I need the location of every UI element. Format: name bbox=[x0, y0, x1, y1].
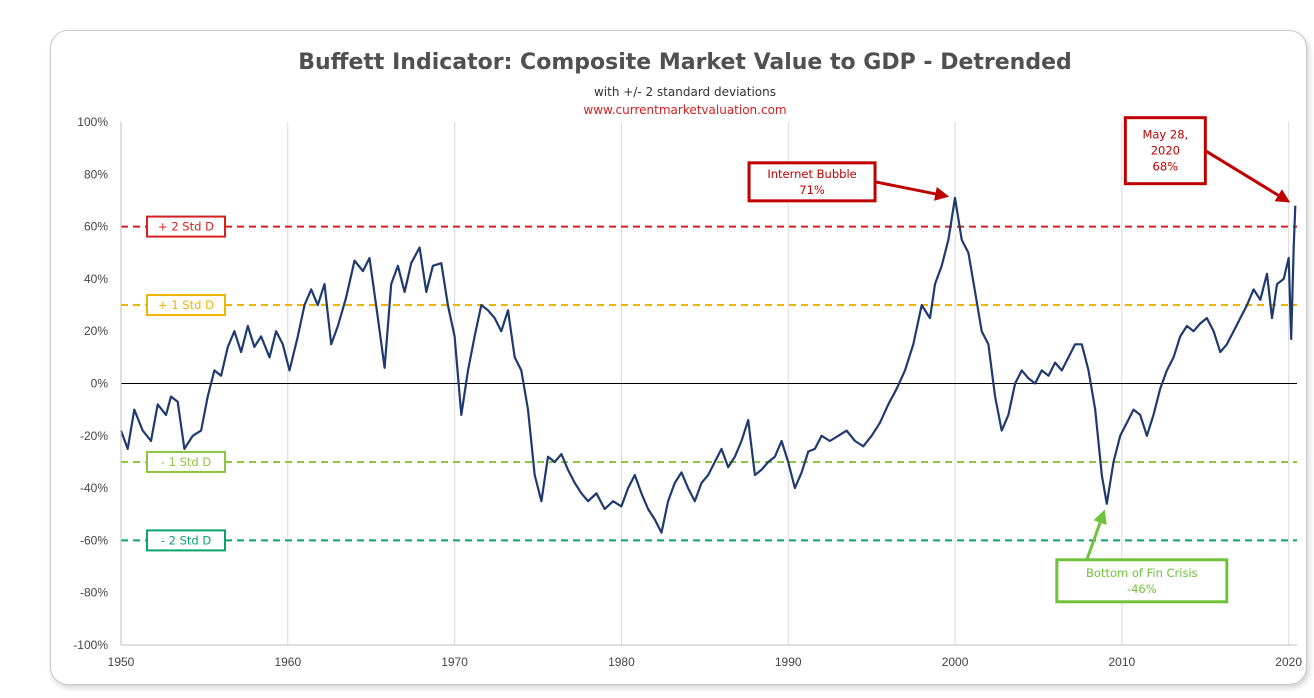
y-tick-label: 0% bbox=[91, 377, 109, 391]
chart-subtitle: with +/- 2 standard deviations bbox=[594, 85, 776, 99]
axes: 1950 1960 1970 1980 1990 2000 2010 2020 100% 80% 6… bbox=[73, 115, 1302, 669]
annotation-arrowhead bbox=[1093, 509, 1107, 525]
chart-svg: Buffett Indicator: Composite Market Valu… bbox=[73, 50, 1302, 669]
annotation: Internet Bubble 71% bbox=[747, 161, 950, 203]
chart-frame: Buffett Indicator: Composite Market Valu… bbox=[50, 30, 1307, 685]
x-tick-label: 1970 bbox=[441, 655, 468, 669]
std-dev-label: - 1 Std D bbox=[161, 455, 212, 469]
annotation-text: Bottom of Fin Crisis bbox=[1086, 566, 1198, 580]
annotation: Bottom of Fin Crisis -46% bbox=[1055, 509, 1229, 604]
std-dev-label-box bbox=[146, 529, 226, 552]
annotation-arrowhead bbox=[1274, 189, 1291, 203]
series-group bbox=[119, 196, 1297, 534]
chart-title: Buffett Indicator: Composite Market Valu… bbox=[298, 50, 1072, 75]
y-tick-label: -60% bbox=[80, 533, 108, 547]
std-dev-label: + 1 Std D bbox=[158, 298, 214, 312]
y-tick-label: 20% bbox=[84, 324, 108, 338]
x-tick-label: 1980 bbox=[608, 655, 635, 669]
annotation-text: 2020 bbox=[1151, 144, 1180, 158]
annotation-arrow bbox=[1204, 149, 1285, 200]
y-tick-label: 100% bbox=[77, 115, 108, 129]
annotation-text: May 28, bbox=[1142, 128, 1188, 142]
reference-lines: + 2 Std D + 1 Std D - 1 Std D - 2 Std D bbox=[121, 215, 1297, 552]
annotation-arrow bbox=[1085, 516, 1104, 561]
x-tick-label: 1990 bbox=[775, 655, 802, 669]
x-tick-label: 2000 bbox=[942, 655, 969, 669]
annotation-arrow bbox=[874, 180, 942, 197]
y-tick-label: 60% bbox=[84, 220, 108, 234]
y-tick-label: -100% bbox=[73, 638, 108, 652]
x-tick-label: 1950 bbox=[108, 655, 135, 669]
series-line bbox=[119, 196, 1297, 534]
annotation-text: 68% bbox=[1153, 160, 1179, 174]
chart-source: www.currentmarketvaluation.com bbox=[583, 103, 786, 117]
annotation-text: 71% bbox=[799, 183, 825, 197]
x-tick-label: 1960 bbox=[274, 655, 301, 669]
y-tick-label: -80% bbox=[80, 586, 108, 600]
annotation-box bbox=[747, 161, 877, 203]
std-dev-label-box bbox=[146, 215, 226, 238]
x-tick-label: 2010 bbox=[1108, 655, 1135, 669]
y-tick-label: -20% bbox=[80, 429, 108, 443]
y-tick-label: -40% bbox=[80, 481, 108, 495]
annotation-text: Internet Bubble bbox=[767, 167, 856, 181]
annotations: Internet Bubble 71% May 28, 2020 68% Bottom o… bbox=[747, 116, 1291, 604]
y-tick-label: 40% bbox=[84, 272, 108, 286]
annotation-text: -46% bbox=[1127, 582, 1157, 596]
y-tick-label: 80% bbox=[84, 167, 108, 181]
annotation: May 28, 2020 68% bbox=[1123, 116, 1291, 203]
std-dev-label: - 2 Std D bbox=[161, 533, 212, 547]
std-dev-label-box bbox=[146, 450, 226, 473]
annotation-box bbox=[1055, 558, 1229, 604]
annotation-box bbox=[1123, 116, 1207, 186]
annotation-arrowhead bbox=[934, 187, 950, 201]
std-dev-label: + 2 Std D bbox=[158, 220, 214, 234]
x-tick-label: 2020 bbox=[1275, 655, 1302, 669]
std-dev-label-box bbox=[146, 294, 226, 317]
